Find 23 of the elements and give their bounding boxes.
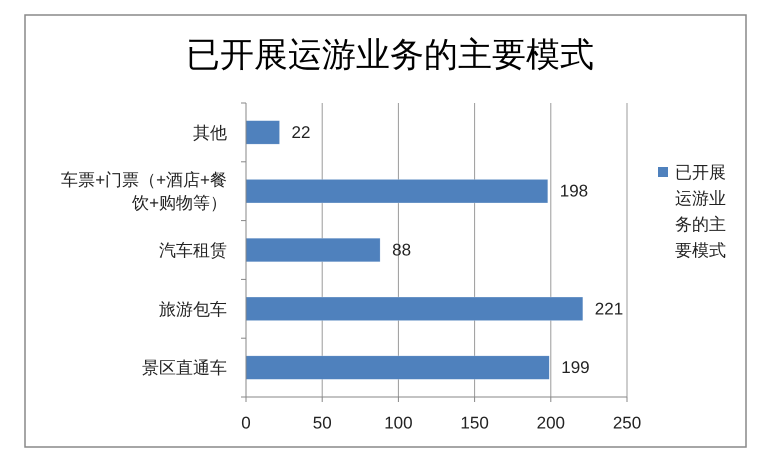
bar [246,296,584,321]
data-label: 199 [561,358,590,378]
x-tick-label: 0 [241,414,251,432]
x-tick-label: 100 [384,414,413,432]
y-tick-label: 旅游包车 [159,299,227,318]
bar [246,179,548,204]
bar [246,356,550,380]
bar [246,120,280,144]
x-tick-label: 200 [536,414,565,432]
chart-title: 已开展运游业务的主要模式 [186,36,594,74]
y-tick-label: 车票+门票（+酒店+餐饮+购物等） [61,170,227,212]
y-tick-label: 景区直通车 [142,358,227,378]
y-tick-label: 汽车租赁 [159,240,227,260]
data-label: 88 [392,240,412,260]
data-label: 198 [560,182,588,201]
x-tick-label: 150 [460,414,489,432]
data-label: 221 [594,299,624,318]
legend-label: 已开展运游业务的主要模式 [675,162,726,260]
x-tick-label: 50 [312,414,332,432]
bar [246,238,380,262]
data-label: 22 [292,122,310,142]
y-tick-label: 其他 [193,122,227,142]
x-tick-label: 250 [612,414,642,432]
